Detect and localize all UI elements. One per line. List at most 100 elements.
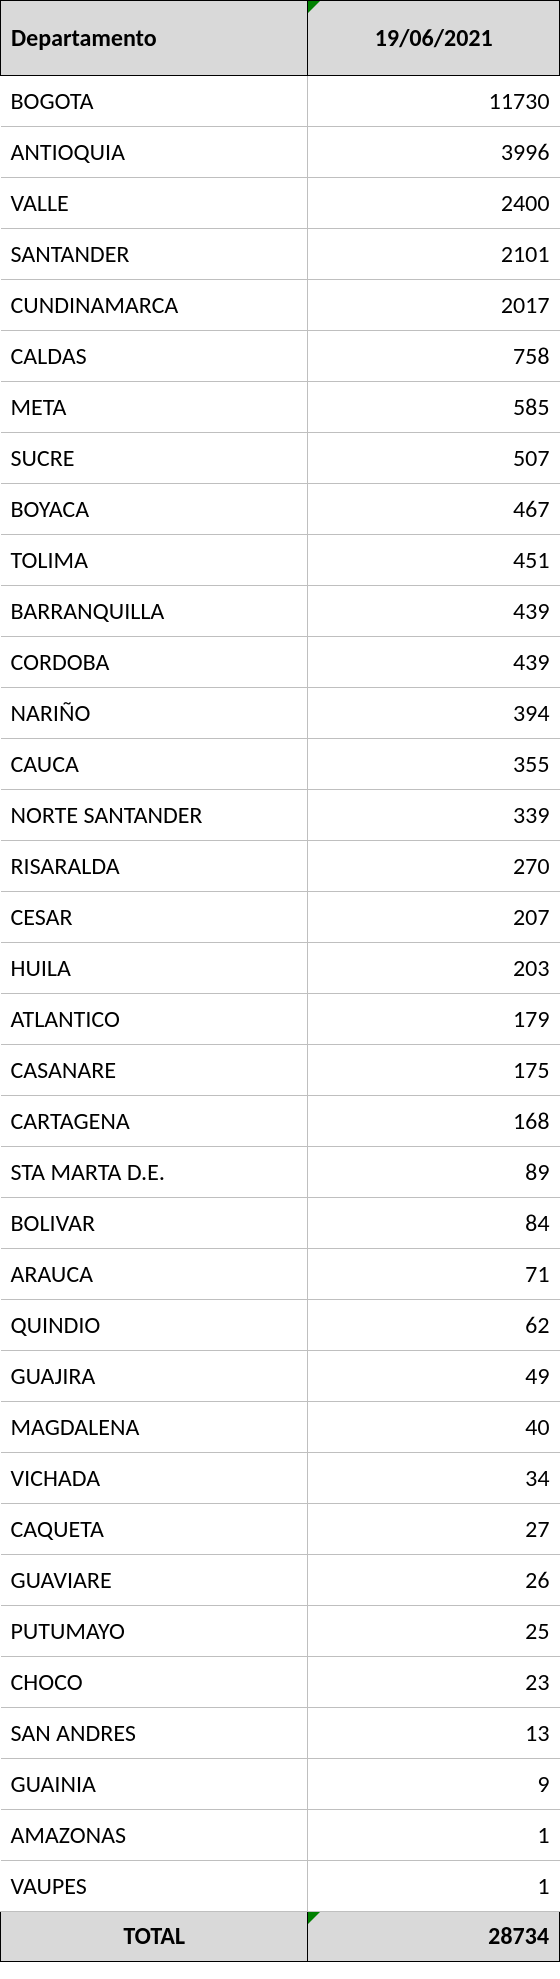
data-table: Departamento 19/06/2021 BOGOTA11730ANTIO… <box>0 0 560 1962</box>
cell-value: 26 <box>308 1555 560 1606</box>
table-row: NARIÑO394 <box>1 688 560 739</box>
table-row: CORDOBA439 <box>1 637 560 688</box>
cell-value: 439 <box>308 637 560 688</box>
cell-value: 23 <box>308 1657 560 1708</box>
cell-value: 1 <box>308 1810 560 1861</box>
table-body: BOGOTA11730ANTIOQUIA3996VALLE2400SANTAND… <box>1 76 560 1912</box>
cell-value: 27 <box>308 1504 560 1555</box>
error-triangle-icon <box>308 1 320 13</box>
error-triangle-icon <box>308 1912 320 1924</box>
cell-departamento: GUAINIA <box>1 1759 308 1810</box>
cell-departamento: VAUPES <box>1 1861 308 1912</box>
cell-value: 467 <box>308 484 560 535</box>
table-row: META585 <box>1 382 560 433</box>
cell-departamento: CUNDINAMARCA <box>1 280 308 331</box>
cell-value: 2101 <box>308 229 560 280</box>
cell-departamento: BOLIVAR <box>1 1198 308 1249</box>
table-row: HUILA203 <box>1 943 560 994</box>
total-label: TOTAL <box>1 1912 308 1962</box>
table-row: PUTUMAYO25 <box>1 1606 560 1657</box>
table-row: GUAVIARE26 <box>1 1555 560 1606</box>
cell-value: 179 <box>308 994 560 1045</box>
table-row: BARRANQUILLA439 <box>1 586 560 637</box>
table-row: MAGDALENA40 <box>1 1402 560 1453</box>
footer-row: TOTAL 28734 <box>1 1912 560 1962</box>
table-row: CARTAGENA168 <box>1 1096 560 1147</box>
cell-value: 339 <box>308 790 560 841</box>
cell-departamento: CESAR <box>1 892 308 943</box>
cell-departamento: TOLIMA <box>1 535 308 586</box>
cell-departamento: SAN ANDRES <box>1 1708 308 1759</box>
table-row: VAUPES1 <box>1 1861 560 1912</box>
cell-departamento: PUTUMAYO <box>1 1606 308 1657</box>
cell-departamento: VICHADA <box>1 1453 308 1504</box>
header-departamento: Departamento <box>1 1 308 76</box>
cell-value: 175 <box>308 1045 560 1096</box>
table-row: GUAJIRA49 <box>1 1351 560 1402</box>
cell-departamento: CASANARE <box>1 1045 308 1096</box>
cell-departamento: CARTAGENA <box>1 1096 308 1147</box>
header-row: Departamento 19/06/2021 <box>1 1 560 76</box>
cell-value: 25 <box>308 1606 560 1657</box>
cell-departamento: CORDOBA <box>1 637 308 688</box>
total-value: 28734 <box>308 1912 560 1962</box>
cell-departamento: BOGOTA <box>1 76 308 127</box>
cell-value: 89 <box>308 1147 560 1198</box>
cell-departamento: META <box>1 382 308 433</box>
table-row: SUCRE507 <box>1 433 560 484</box>
cell-value: 9 <box>308 1759 560 1810</box>
cell-value: 3996 <box>308 127 560 178</box>
table-row: ANTIOQUIA3996 <box>1 127 560 178</box>
cell-value: 13 <box>308 1708 560 1759</box>
cell-departamento: MAGDALENA <box>1 1402 308 1453</box>
table-row: RISARALDA270 <box>1 841 560 892</box>
cell-departamento: ATLANTICO <box>1 994 308 1045</box>
table-row: CUNDINAMARCA2017 <box>1 280 560 331</box>
cell-departamento: CAQUETA <box>1 1504 308 1555</box>
cell-value: 11730 <box>308 76 560 127</box>
table-row: BOYACA467 <box>1 484 560 535</box>
cell-departamento: CHOCO <box>1 1657 308 1708</box>
cell-value: 439 <box>308 586 560 637</box>
table-row: CAUCA355 <box>1 739 560 790</box>
cell-departamento: ANTIOQUIA <box>1 127 308 178</box>
table-row: TOLIMA451 <box>1 535 560 586</box>
cell-value: 207 <box>308 892 560 943</box>
cell-departamento: GUAVIARE <box>1 1555 308 1606</box>
table-row: AMAZONAS1 <box>1 1810 560 1861</box>
cell-value: 585 <box>308 382 560 433</box>
cell-value: 84 <box>308 1198 560 1249</box>
cell-departamento: SANTANDER <box>1 229 308 280</box>
total-value-text: 28734 <box>488 1922 549 1951</box>
table-row: ARAUCA71 <box>1 1249 560 1300</box>
cell-departamento: BOYACA <box>1 484 308 535</box>
table-row: STA MARTA D.E.89 <box>1 1147 560 1198</box>
cell-value: 203 <box>308 943 560 994</box>
cell-departamento: GUAJIRA <box>1 1351 308 1402</box>
cell-departamento: SUCRE <box>1 433 308 484</box>
cell-value: 355 <box>308 739 560 790</box>
table-row: CASANARE175 <box>1 1045 560 1096</box>
table-row: BOGOTA11730 <box>1 76 560 127</box>
table-row: VICHADA34 <box>1 1453 560 1504</box>
cell-value: 71 <box>308 1249 560 1300</box>
cell-departamento: NORTE SANTANDER <box>1 790 308 841</box>
table-row: CHOCO23 <box>1 1657 560 1708</box>
cell-departamento: AMAZONAS <box>1 1810 308 1861</box>
cell-departamento: BARRANQUILLA <box>1 586 308 637</box>
cell-value: 49 <box>308 1351 560 1402</box>
cell-departamento: VALLE <box>1 178 308 229</box>
cell-value: 40 <box>308 1402 560 1453</box>
cell-departamento: STA MARTA D.E. <box>1 1147 308 1198</box>
cell-value: 270 <box>308 841 560 892</box>
cell-departamento: CAUCA <box>1 739 308 790</box>
cell-value: 451 <box>308 535 560 586</box>
table-row: GUAINIA9 <box>1 1759 560 1810</box>
table-row: ATLANTICO179 <box>1 994 560 1045</box>
cell-departamento: QUINDIO <box>1 1300 308 1351</box>
cell-value: 62 <box>308 1300 560 1351</box>
cell-departamento: RISARALDA <box>1 841 308 892</box>
cell-value: 2400 <box>308 178 560 229</box>
cell-value: 394 <box>308 688 560 739</box>
table-row: QUINDIO62 <box>1 1300 560 1351</box>
